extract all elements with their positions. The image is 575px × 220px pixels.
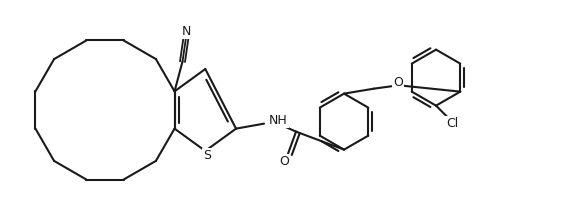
Text: O: O (393, 76, 403, 89)
Text: Cl: Cl (446, 117, 458, 130)
Text: O: O (279, 155, 289, 168)
Text: NH: NH (269, 114, 288, 127)
Text: S: S (204, 149, 211, 163)
Text: N: N (182, 25, 191, 38)
